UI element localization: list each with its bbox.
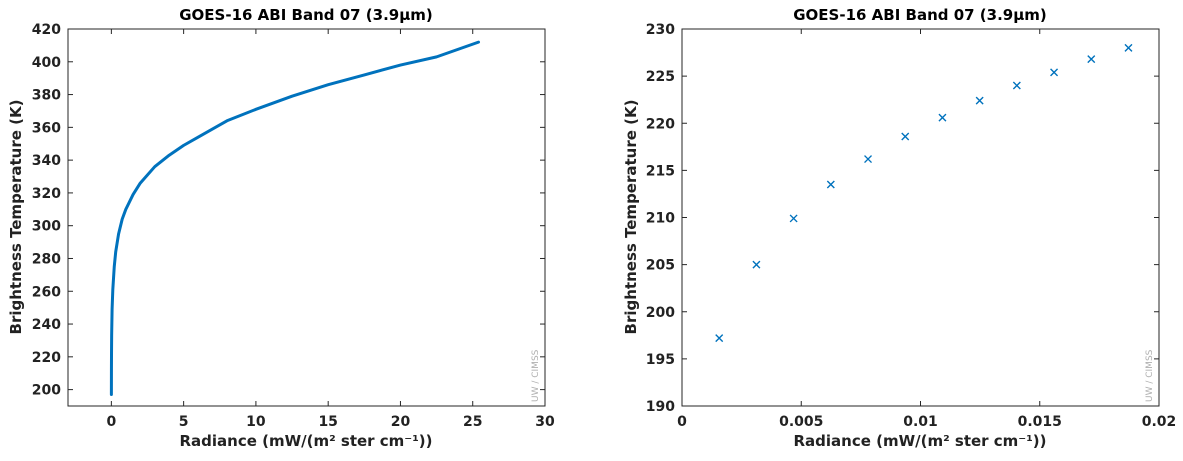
data-point: [975, 96, 984, 105]
data-point: [789, 214, 798, 223]
series-line: [109, 40, 481, 397]
x-axis-label: Radiance (mW/(m² ster cm⁻¹)): [793, 432, 1046, 450]
y-tick-label: 210: [646, 211, 675, 227]
y-tick-label: 360: [32, 120, 61, 136]
x-tick-label: 5: [179, 414, 189, 430]
y-tick-label: 215: [646, 163, 675, 179]
y-axis-label: Brightness Temperature (K): [622, 100, 640, 335]
x-tick-label: 10: [246, 414, 266, 430]
chart-radiance-low-range: GOES-16 ABI Band 07 (3.9μm) Radiance (mW…: [622, 6, 1176, 450]
y-tick-label: 400: [32, 55, 61, 71]
y-ticks: 190 195 200 205 210 215 220 225 230: [646, 22, 1159, 415]
x-tick-label: 0.01: [903, 414, 938, 430]
data-point: [715, 334, 724, 343]
y-tick-label: 260: [32, 284, 61, 300]
watermark: UW / CIMSS: [1145, 349, 1155, 402]
chart-title: GOES-16 ABI Band 07 (3.9μm): [793, 6, 1047, 24]
y-tick-label: 420: [32, 22, 61, 38]
watermark: UW / CIMSS: [531, 349, 541, 402]
x-tick-label: 0: [677, 414, 687, 430]
data-point: [1124, 43, 1133, 52]
plot-area: [681, 28, 1160, 407]
y-tick-label: 220: [646, 116, 675, 132]
y-ticks: 200 220 240 260 280 300 320 340 360 380 400 420: [32, 22, 545, 399]
data-point: [826, 180, 835, 189]
y-tick-label: 340: [32, 153, 61, 169]
data-point: [1087, 55, 1096, 64]
x-tick-label: 0: [106, 414, 116, 430]
y-tick-label: 240: [32, 317, 61, 333]
x-tick-label: 0.005: [779, 414, 823, 430]
data-point: [938, 113, 947, 122]
y-tick-label: 380: [32, 88, 61, 104]
y-tick-label: 200: [646, 305, 675, 321]
data-marks: [715, 43, 1133, 343]
chart-radiance-full-range: GOES-16 ABI Band 07 (3.9μm) Radiance (mW…: [7, 6, 555, 450]
x-tick-label: 25: [463, 414, 482, 430]
y-tick-label: 190: [646, 399, 675, 415]
y-axis-label: Brightness Temperature (K): [7, 100, 25, 335]
x-tick-label: 0.02: [1142, 414, 1177, 430]
plot-area: [67, 28, 546, 407]
x-tick-label: 0.015: [1018, 414, 1062, 430]
data-point: [752, 260, 761, 269]
x-tick-label: 20: [391, 414, 411, 430]
chart-title: GOES-16 ABI Band 07 (3.9μm): [179, 6, 433, 24]
y-tick-label: 230: [646, 22, 675, 38]
y-tick-label: 280: [32, 251, 61, 267]
y-tick-label: 205: [646, 258, 675, 274]
x-ticks: 0 5 10 15 20 25 30: [106, 29, 555, 430]
y-tick-label: 195: [646, 352, 675, 368]
y-tick-label: 320: [32, 186, 61, 202]
x-axis-label: Radiance (mW/(m² ster cm⁻¹)): [179, 432, 432, 450]
x-tick-label: 15: [318, 414, 337, 430]
x-tick-label: 30: [535, 414, 555, 430]
y-tick-label: 225: [646, 69, 675, 85]
y-tick-label: 300: [32, 219, 61, 235]
data-point: [901, 132, 910, 141]
data-marks: [109, 40, 481, 397]
data-point: [864, 155, 873, 164]
data-point: [1050, 68, 1059, 77]
x-ticks: 0 0.005 0.01 0.015 0.02: [677, 29, 1176, 430]
y-tick-label: 200: [32, 383, 61, 399]
data-point: [1012, 81, 1021, 90]
y-tick-label: 220: [32, 350, 61, 366]
